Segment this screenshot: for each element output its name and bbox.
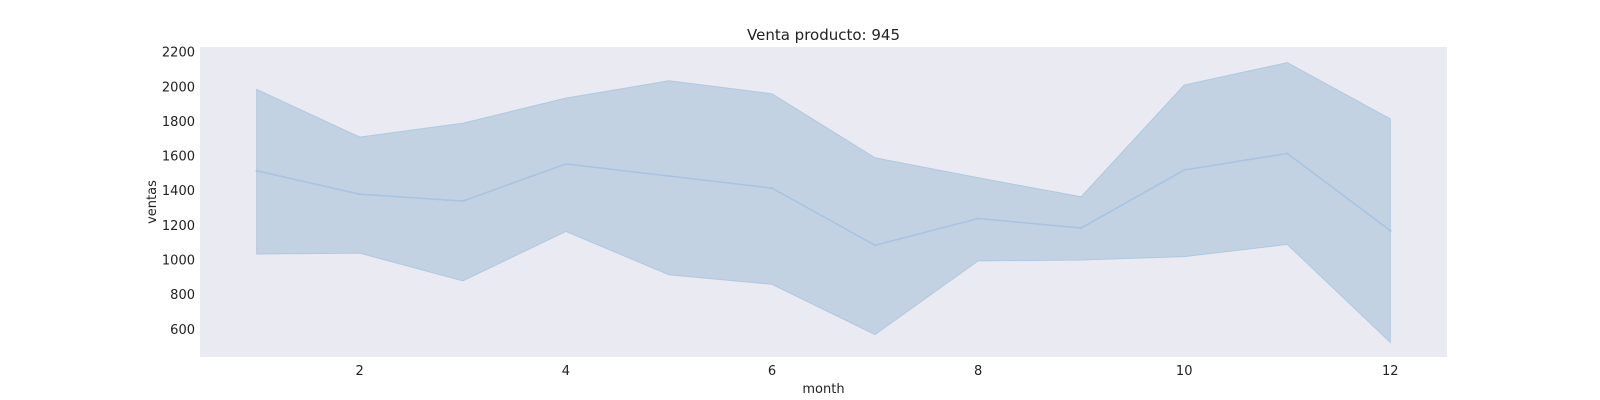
line-point xyxy=(770,186,774,190)
confidence-band xyxy=(256,62,1391,344)
line-points xyxy=(255,152,1392,247)
line-point xyxy=(1389,229,1392,232)
x-tick-label: 4 xyxy=(562,364,570,379)
y-tick-label: 1800 xyxy=(162,115,195,130)
line-point xyxy=(667,174,671,178)
y-tick-label: 2200 xyxy=(162,46,195,61)
x-tick-label: 12 xyxy=(1382,364,1399,379)
x-tick-label: 10 xyxy=(1176,364,1193,379)
x-tick-labels: 2 4 6 8 10 12 xyxy=(356,364,1399,379)
line-point xyxy=(358,193,361,196)
line-point xyxy=(1183,168,1186,172)
line-point xyxy=(564,162,568,166)
y-tick-label: 1600 xyxy=(162,150,195,165)
line-point xyxy=(255,169,258,172)
line-point xyxy=(461,199,464,203)
line-point xyxy=(1079,226,1083,230)
y-tick-label: 1200 xyxy=(162,219,195,234)
x-axis-label: month xyxy=(802,382,844,397)
y-axis-label: ventas xyxy=(145,180,160,224)
chart-title: Venta producto: 945 xyxy=(747,26,900,44)
x-tick-label: 6 xyxy=(768,364,776,379)
x-tick-label: 8 xyxy=(974,364,982,379)
y-tick-labels: 600 800 1000 1200 1400 1600 1800 2000 2200 xyxy=(162,46,195,338)
y-tick-label: 1400 xyxy=(162,184,195,199)
series-line xyxy=(256,152,1391,247)
y-tick-label: 600 xyxy=(170,323,195,338)
y-tick-label: 1000 xyxy=(162,254,195,269)
line-point xyxy=(1286,152,1289,155)
line-point xyxy=(873,244,877,247)
x-tick-label: 2 xyxy=(356,364,364,379)
y-tick-label: 800 xyxy=(170,288,195,303)
line-point xyxy=(976,217,980,220)
y-tick-label: 2000 xyxy=(162,80,195,95)
